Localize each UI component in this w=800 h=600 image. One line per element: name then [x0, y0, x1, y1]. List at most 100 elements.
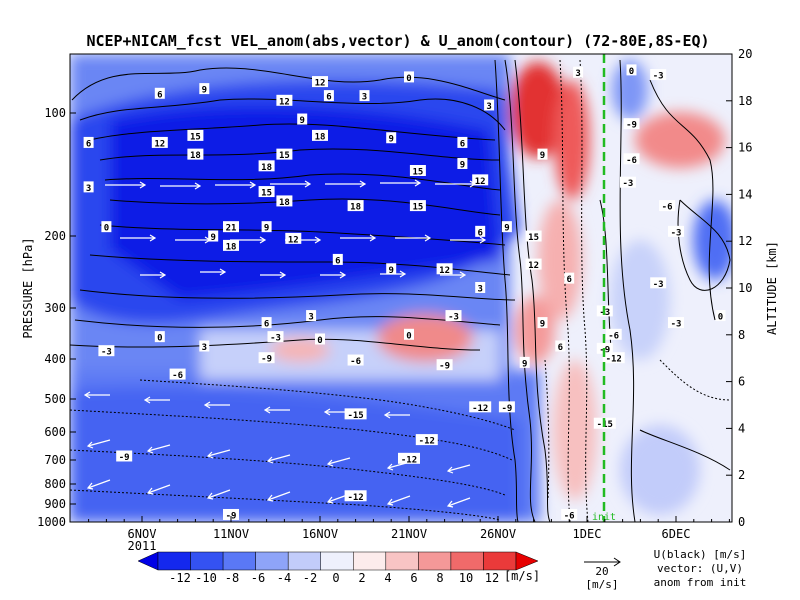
colorbar-tick-label: -8 [225, 571, 239, 585]
contour-label: 0 [406, 74, 411, 84]
contour-label-bg [347, 354, 364, 366]
contour-label: -3 [795, 366, 800, 376]
contour-label: -3 [623, 179, 634, 189]
contour-label-bg [409, 200, 426, 212]
colorbar-segment [385, 551, 419, 571]
colorbar-segment [483, 551, 517, 571]
contour-label-bg [626, 64, 637, 76]
contour-label: 9 [388, 135, 393, 145]
contour-label-bg [715, 310, 726, 322]
contour-label-bg [605, 328, 622, 340]
contour-label: 15 [261, 189, 272, 199]
y-tick-label-right: 4 [738, 421, 745, 435]
contour-label: -6 [350, 357, 361, 367]
chart-title: NCEP+NICAM_fcst VEL_anom(abs,vector) & U… [86, 32, 709, 50]
x-tick-label: 6NOV [128, 527, 157, 541]
contour-label-bg [469, 401, 492, 413]
contour-label: -3 [448, 313, 459, 323]
contour-label: -6 [608, 331, 619, 341]
contour-label-bg [436, 359, 453, 371]
contour-label-bg [344, 408, 367, 420]
wind-vectors [83, 179, 487, 508]
contour-label: 18 [226, 242, 237, 252]
colorbar-segment [320, 551, 354, 571]
contour-label: 3 [86, 184, 91, 194]
x-year-label: 2011 [128, 539, 157, 553]
contour-label-bg [199, 340, 210, 352]
contour-label: -3 [671, 320, 682, 330]
contour-label: 12 [154, 139, 165, 149]
colorbar-segment [450, 551, 484, 571]
contour-label-bg [276, 148, 293, 160]
x-tick-label: 16NOV [302, 527, 338, 541]
contour-label: -12 [472, 404, 488, 414]
contour-label: -12 [606, 355, 622, 365]
contour-label: 9 [210, 233, 215, 243]
contour-label: 0 [718, 313, 723, 323]
x-tick-label: 21NOV [391, 527, 427, 541]
contour-label-bg [312, 76, 328, 88]
colorbar-segment [157, 551, 191, 571]
contour-label: 3 [308, 313, 313, 323]
contour-label: 3 [575, 69, 580, 79]
contour-label: 3 [202, 343, 207, 353]
y-tick-label-right: 12 [738, 234, 752, 248]
contour-label-bg [258, 352, 275, 364]
contour-label-bg [276, 94, 293, 106]
colorbar-tick-label: -12 [169, 571, 191, 585]
contour-label-bg [409, 165, 426, 176]
contour-label: 15 [279, 151, 290, 161]
contour-label: -12 [347, 493, 363, 503]
colorbar-segment [255, 551, 289, 571]
colorbar-tick-label: 2 [358, 571, 365, 585]
legend-line-1: U(black) [m/s] [654, 548, 747, 561]
init-label: init [592, 512, 616, 523]
colorbar-segment [190, 551, 224, 571]
y-tick-label-right: 20 [738, 47, 752, 61]
contour-label-bg [223, 221, 239, 233]
contour-label-bg [445, 310, 462, 322]
contour-label-bg [436, 263, 453, 275]
y-tick-label-right: 18 [738, 94, 752, 108]
colorbar-segment [515, 551, 539, 571]
contour-label: -9 [439, 362, 450, 372]
contour-label: -3 [101, 348, 112, 358]
y-tick-label-left: 800 [44, 477, 66, 491]
contour-label-bg [98, 345, 115, 357]
contour-label: 0 [406, 331, 411, 341]
y-tick-label-right: 10 [738, 281, 752, 295]
contour-label-bg [561, 508, 578, 520]
contour-label-bg [650, 69, 667, 81]
contour-label: -3 [270, 334, 281, 344]
contour-label: 3 [362, 93, 367, 103]
contour-label: 0 [104, 224, 109, 234]
legend: U(black) [m/s] vector: (U,V) anom from i… [654, 548, 747, 589]
shading-field [70, 54, 732, 522]
contour-label-bg [101, 221, 112, 233]
contour-label-bg [525, 258, 542, 270]
contour-label-bg [475, 282, 486, 293]
contour-label-bg [602, 352, 625, 364]
contour-label: 18 [261, 163, 272, 173]
contour-label: 15 [528, 233, 539, 243]
y-tick-label-right: 2 [738, 468, 745, 482]
contour-label: 18 [315, 132, 326, 142]
contour-label-bg [285, 232, 302, 244]
contour-label-bg [398, 452, 420, 464]
contour-label: -6 [172, 371, 183, 381]
contour-label: 6 [460, 139, 465, 149]
vector-key: 20 [m/s] [584, 557, 621, 591]
colorbar-tick-label: -10 [195, 571, 217, 585]
contour-label: -6 [564, 511, 575, 521]
contour-label-bg [359, 90, 370, 102]
contour-label: -9 [501, 404, 512, 414]
x-tick-label: 1DEC [573, 527, 602, 541]
contour-label: -9 [626, 121, 637, 131]
y-tick-label-right: 14 [738, 187, 752, 201]
legend-line-2: vector: (U,V) [657, 562, 743, 575]
contour-label-bg [261, 317, 272, 329]
contour-label: 0 [629, 67, 634, 77]
contour-label-bg [475, 225, 486, 237]
contour-label: 12 [528, 261, 539, 271]
